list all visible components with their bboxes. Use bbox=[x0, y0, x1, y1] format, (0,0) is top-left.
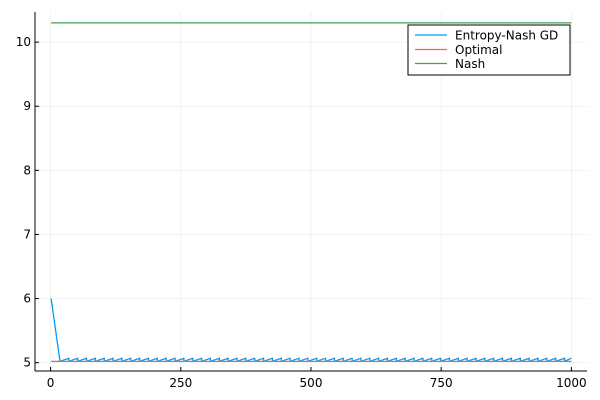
y-tick-label: 8 bbox=[23, 163, 31, 177]
x-tick-label: 500 bbox=[300, 376, 323, 390]
legend: Entropy-Nash GD Optimal Nash bbox=[407, 24, 571, 76]
tick-labels: 0 250 500 750 1000 5 6 7 8 9 10 bbox=[16, 35, 587, 390]
legend-label-optimal: Optimal bbox=[455, 43, 502, 57]
series-group bbox=[50, 22, 572, 363]
y-tick-label: 6 bbox=[23, 292, 31, 306]
y-tick-label: 7 bbox=[23, 227, 31, 241]
legend-label-nash: Nash bbox=[455, 57, 485, 71]
x-tick-label: 750 bbox=[430, 376, 453, 390]
x-tick-label: 1000 bbox=[556, 376, 587, 390]
y-tick-label: 9 bbox=[23, 99, 31, 113]
series-line-entropy-nash-gd bbox=[50, 298, 572, 363]
legend-label-entropy-nash-gd: Entropy-Nash GD bbox=[455, 29, 558, 43]
axes bbox=[34, 12, 587, 372]
y-tick-label: 5 bbox=[23, 356, 31, 370]
grid-lines bbox=[35, 12, 587, 371]
y-tick-label: 10 bbox=[16, 35, 31, 49]
x-tick-label: 250 bbox=[169, 376, 192, 390]
x-tick-label: 0 bbox=[47, 376, 55, 390]
